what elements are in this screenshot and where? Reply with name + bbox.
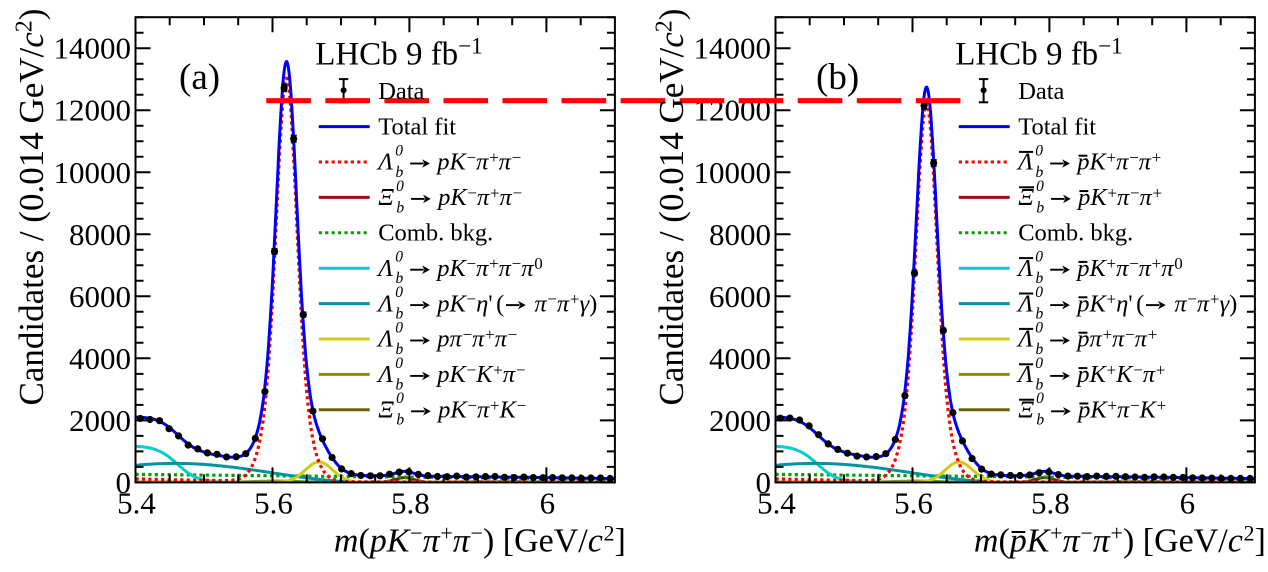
svg-text:4000: 4000 xyxy=(69,341,131,376)
svg-text:5.6: 5.6 xyxy=(894,486,933,521)
svg-text:14000: 14000 xyxy=(54,31,132,66)
svg-text:0: 0 xyxy=(756,465,772,500)
svg-text:10000: 10000 xyxy=(54,155,132,190)
svg-text:2000: 2000 xyxy=(709,403,771,438)
svg-text:6000: 6000 xyxy=(69,279,131,314)
svg-text:m(pK−π+π−) [GeV/c2]: m(pK−π+π−) [GeV/c2] xyxy=(334,521,626,560)
svg-text:Comb. bkg.: Comb. bkg. xyxy=(378,220,493,247)
svg-text:LHCb 9 fb−1: LHCb 9 fb−1 xyxy=(315,34,482,73)
svg-text:6000: 6000 xyxy=(709,279,771,314)
svg-text:LHCb 9 fb−1: LHCb 9 fb−1 xyxy=(955,34,1122,73)
svg-text:Data: Data xyxy=(378,78,424,105)
svg-text:0: 0 xyxy=(116,465,132,500)
svg-text:5.8: 5.8 xyxy=(391,486,430,521)
svg-text:6: 6 xyxy=(1180,486,1196,521)
svg-text:12000: 12000 xyxy=(54,93,132,128)
svg-text:Data: Data xyxy=(1018,78,1064,105)
svg-text:Comb. bkg.: Comb. bkg. xyxy=(1018,220,1133,247)
svg-text:m(pK+π−π+) [GeV/c2]: m(pK+π−π+) [GeV/c2] xyxy=(974,521,1266,560)
svg-text:5.8: 5.8 xyxy=(1031,486,1070,521)
svg-text:8000: 8000 xyxy=(69,217,131,252)
svg-text:8000: 8000 xyxy=(709,217,771,252)
svg-text:(a): (a) xyxy=(179,57,220,98)
svg-text:12000: 12000 xyxy=(694,93,772,128)
svg-text:5.4: 5.4 xyxy=(117,486,156,521)
svg-text:14000: 14000 xyxy=(694,31,772,66)
svg-text:2000: 2000 xyxy=(69,403,131,438)
svg-text:(b): (b) xyxy=(816,57,859,98)
svg-text:10000: 10000 xyxy=(694,155,772,190)
svg-text:5.4: 5.4 xyxy=(757,486,796,521)
svg-text:Candidates / (0.014 GeV/c2): Candidates / (0.014 GeV/c2) xyxy=(652,9,692,406)
svg-text:Total fit: Total fit xyxy=(378,113,456,140)
svg-text:Total fit: Total fit xyxy=(1018,113,1096,140)
svg-text:6: 6 xyxy=(540,486,556,521)
svg-text:Candidates / (0.014 GeV/c2): Candidates / (0.014 GeV/c2) xyxy=(12,9,52,406)
svg-text:5.6: 5.6 xyxy=(254,486,293,521)
svg-text:4000: 4000 xyxy=(709,341,771,376)
